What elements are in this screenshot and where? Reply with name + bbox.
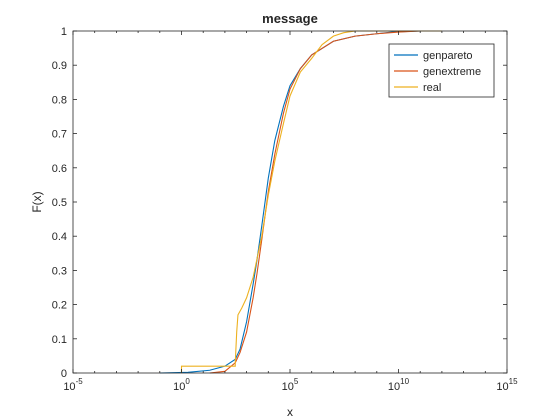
y-tick-label: 0.4: [52, 231, 67, 243]
y-tick-label: 0.1: [52, 334, 67, 346]
y-axis-label: F(x): [30, 191, 44, 212]
legend-label-real: real: [423, 82, 441, 94]
y-tick-label: 0.3: [52, 265, 67, 277]
series-line-real: [180, 30, 442, 373]
y-tick-label: 0.6: [52, 163, 67, 175]
y-tick-label: 0.9: [52, 60, 67, 72]
x-tick-label: 1010: [388, 377, 410, 393]
legend-label-genpareto: genpareto: [423, 50, 473, 62]
series-line-genextreme: [209, 30, 421, 374]
y-tick-label: 0: [61, 368, 67, 380]
x-tick-label: 10-5: [63, 377, 83, 393]
y-tick-label: 0.8: [52, 94, 67, 106]
x-tick-label: 100: [173, 377, 190, 393]
y-axis: 0 0.1 0.2 0.3 0.4 0.5 0.6 0.7 0.8 0.9 1: [52, 26, 507, 380]
x-tick-label: 105: [282, 377, 299, 393]
y-tick-label: 0.2: [52, 300, 67, 312]
y-tick-label: 1: [61, 26, 67, 38]
series-lines: [159, 30, 442, 374]
legend: genpareto genextreme real: [388, 43, 495, 98]
x-axis-label: x: [287, 405, 293, 419]
y-tick-label: 0.5: [52, 197, 67, 209]
x-tick-label: 1015: [496, 377, 518, 393]
chart-title: message: [262, 11, 318, 26]
x-axis: 10-5 100 105 1010 1015: [63, 31, 518, 393]
y-tick-label: 0.7: [52, 129, 67, 141]
legend-label-genextreme: genextreme: [423, 66, 481, 78]
